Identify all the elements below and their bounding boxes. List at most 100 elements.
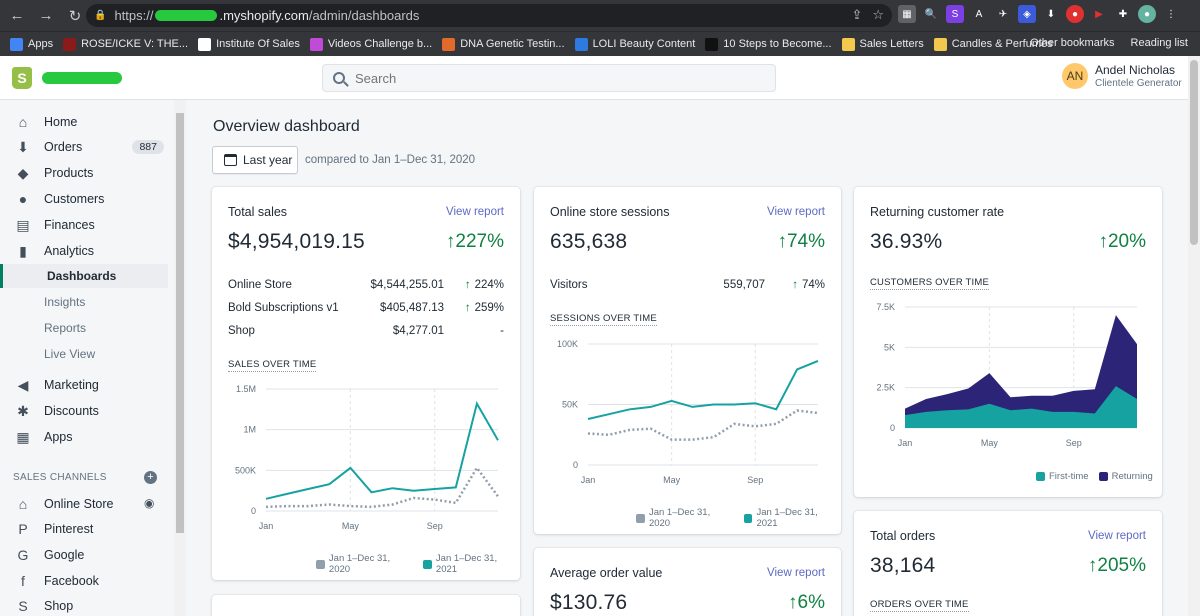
- sidebar-item-marketing[interactable]: ◀ Marketing: [0, 373, 170, 397]
- bookmark-item[interactable]: ROSE/ICKE V: THE...: [63, 37, 188, 51]
- x-tick-label: May: [342, 521, 360, 531]
- sidebar-item-apps[interactable]: ▦ Apps: [0, 425, 170, 449]
- bookmark-item[interactable]: Candles & Perfumes: [933, 37, 1053, 51]
- magnifier-icon[interactable]: 🔍: [922, 5, 940, 23]
- page-scroll-thumb[interactable]: [1190, 60, 1198, 245]
- redacted-store-name[interactable]: [42, 72, 122, 84]
- sidebar: SALES CHANNELS + ⌂ Home ⬇ Orders 887 ◆ Product…: [0, 100, 186, 616]
- x-tick-label: Jan: [898, 438, 913, 448]
- row-label: Shop: [228, 325, 255, 337]
- eye-icon[interactable]: ◉: [144, 496, 155, 510]
- extension-icon[interactable]: S: [946, 5, 964, 23]
- share-icon[interactable]: ⇪: [851, 7, 863, 22]
- bookmark-item[interactable]: DNA Genetic Testin...: [442, 37, 565, 51]
- extension-icon[interactable]: ◈: [1018, 5, 1036, 23]
- back-icon[interactable]: ←: [9, 7, 25, 24]
- up-arrow-icon: ↑: [1098, 231, 1108, 252]
- bookmark-label: Apps: [28, 38, 54, 50]
- sidebar-item-discounts[interactable]: ✱ Discounts: [0, 399, 170, 423]
- up-arrow-icon: ↑: [464, 302, 471, 314]
- bookmark-item[interactable]: Sales Letters: [841, 37, 924, 51]
- bar-chart-icon: ▮: [19, 242, 27, 259]
- sidebar-item-google[interactable]: G Google: [0, 543, 170, 567]
- x-tick-label: Sep: [427, 521, 443, 531]
- avg-order-card: Average order value View report $130.76 …: [534, 548, 841, 616]
- rocket-icon[interactable]: ✈: [994, 5, 1012, 23]
- x-tick-label: Jan: [581, 475, 596, 485]
- date-range-label: Last year: [243, 153, 293, 167]
- view-report-link[interactable]: View report: [1088, 530, 1146, 542]
- user-menu[interactable]: AN Andel Nicholas Clientele Generator: [1062, 63, 1182, 89]
- card-title: Average order value: [550, 566, 663, 580]
- sidebar-item-shop[interactable]: S Shop: [0, 594, 170, 616]
- other-bookmarks[interactable]: Other bookmarks: [1030, 37, 1115, 49]
- view-report-link[interactable]: View report: [446, 206, 504, 218]
- returning-rate-delta: ↑20%: [1098, 231, 1146, 252]
- reload-icon[interactable]: ↻: [68, 7, 82, 25]
- extension-icon[interactable]: ▦: [898, 5, 916, 23]
- discount-icon: ✱: [17, 402, 29, 419]
- y-tick-label: 100K: [557, 339, 578, 349]
- puzzle-icon[interactable]: ✚: [1114, 5, 1132, 23]
- sidebar-item-pinterest[interactable]: P Pinterest: [0, 517, 170, 541]
- sidebar-subitem-live-view[interactable]: Live View: [44, 347, 96, 361]
- bookmark-item[interactable]: Institute Of Sales: [198, 37, 300, 51]
- user-store: Clientele Generator: [1095, 78, 1182, 89]
- bookmark-item[interactable]: LOLI Beauty Content: [574, 37, 695, 51]
- area-returning: [905, 315, 1137, 428]
- bookmark-label: DNA Genetic Testin...: [460, 38, 565, 50]
- chart-legend: First-time Returning: [1036, 471, 1153, 482]
- shopify-logo-icon[interactable]: S: [12, 67, 32, 89]
- up-arrow-icon: ↑: [777, 231, 787, 252]
- date-range-button[interactable]: Last year: [212, 146, 298, 174]
- reading-list[interactable]: Reading list: [1130, 37, 1188, 49]
- avatar: AN: [1062, 63, 1088, 89]
- download-icon[interactable]: ⬇: [1042, 5, 1060, 23]
- sidebar-item-label: Shop: [44, 599, 74, 613]
- bookmark-item[interactable]: Apps: [10, 37, 54, 51]
- sidebar-item-label: Home: [44, 115, 78, 129]
- row-label: Visitors: [550, 279, 588, 291]
- search-bar[interactable]: [322, 64, 776, 92]
- sidebar-item-facebook[interactable]: f Facebook: [0, 569, 170, 593]
- bookmark-item[interactable]: Videos Challenge b...: [309, 37, 432, 51]
- facebook-icon: f: [21, 573, 25, 589]
- add-channel-icon[interactable]: +: [144, 471, 157, 484]
- sidebar-item-online-store[interactable]: ⌂ Online Store: [0, 492, 170, 516]
- sidebar-item-products[interactable]: ◆ Products: [0, 161, 170, 185]
- sidebar-item-customers[interactable]: ● Customers: [0, 187, 170, 211]
- profile-avatar[interactable]: ●: [1138, 5, 1156, 23]
- row-pct: ↑ 74%: [792, 279, 825, 291]
- bank-icon: ▤: [16, 216, 30, 233]
- sidebar-item-home[interactable]: ⌂ Home: [0, 110, 170, 134]
- record-icon[interactable]: ▶: [1090, 5, 1108, 23]
- sidebar-subitem-reports[interactable]: Reports: [44, 321, 87, 335]
- y-tick-label: 5K: [884, 342, 895, 352]
- x-tick-label: Jan: [259, 521, 274, 531]
- search-input[interactable]: [355, 70, 755, 86]
- avg-order-delta: ↑6%: [788, 592, 825, 613]
- star-icon[interactable]: ☆: [872, 7, 884, 22]
- view-report-link[interactable]: View report: [767, 567, 825, 579]
- legend-prev-label: Jan 1–Dec 31, 2020: [328, 553, 391, 575]
- extension-icon[interactable]: ●: [1066, 5, 1084, 23]
- view-report-link[interactable]: View report: [767, 206, 825, 218]
- address-bar[interactable]: 🔒 https:// .myshopify.com /admin/dashboa…: [86, 4, 892, 27]
- sidebar-subitem-insights[interactable]: Insights: [44, 295, 86, 309]
- forward-icon[interactable]: →: [38, 7, 54, 24]
- sidebar-item-orders[interactable]: ⬇ Orders 887: [0, 135, 170, 159]
- area-first-time: [905, 386, 1137, 428]
- sidebar-scroll-thumb[interactable]: [176, 113, 184, 533]
- sidebar-item-finances[interactable]: ▤ Finances: [0, 213, 170, 237]
- bookmark-item[interactable]: 10 Steps to Become...: [705, 37, 832, 51]
- sidebar-subitem-dashboards[interactable]: Dashboards: [0, 264, 168, 288]
- returning-rate-value: 36.93%: [870, 230, 943, 253]
- sidebar-item-label: Google: [44, 548, 85, 562]
- chart-legend: Jan 1–Dec 31, 2020 Jan 1–Dec 31, 2021: [316, 553, 520, 575]
- extension-icon[interactable]: A: [970, 5, 988, 23]
- breakdown-row: Visitors 559,707 ↑ 74%: [550, 279, 825, 295]
- y-tick-label: 1M: [243, 425, 256, 435]
- more-icon[interactable]: ⋮: [1162, 5, 1180, 23]
- sidebar-item-analytics[interactable]: ▮ Analytics: [0, 239, 170, 263]
- up-arrow-icon: ↑: [445, 231, 456, 252]
